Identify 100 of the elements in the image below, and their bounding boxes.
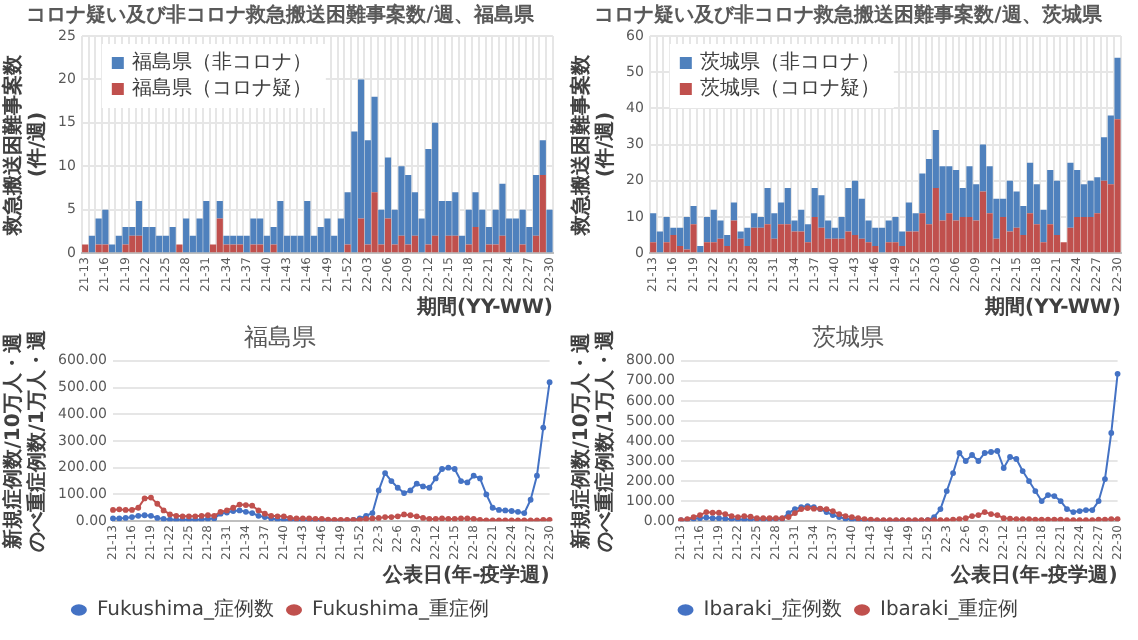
bar	[122, 227, 129, 245]
chart-title: コロナ疑い及び非コロナ救急搬送困難事案数/週、茨城県	[594, 3, 1104, 28]
bar	[717, 238, 724, 253]
bar	[162, 235, 170, 253]
bar	[878, 227, 886, 253]
bar	[203, 201, 210, 253]
bar	[290, 235, 297, 253]
bar	[703, 242, 711, 253]
bar	[892, 242, 899, 253]
bar	[472, 227, 479, 253]
bar	[670, 235, 677, 253]
bar	[485, 244, 493, 253]
bar	[216, 201, 223, 219]
legend-label: Fukushima_症例数	[96, 597, 275, 622]
bar	[784, 224, 791, 253]
bar	[149, 227, 156, 253]
bar	[499, 235, 506, 253]
y-axis-title: 救急搬送困難事案数(件/週)	[569, 52, 618, 237]
bar	[129, 235, 136, 253]
bar	[1074, 216, 1081, 253]
bar	[946, 213, 953, 253]
bar	[236, 244, 244, 253]
chart-title: 福島県	[244, 322, 316, 351]
bar	[697, 245, 704, 253]
legend-label: 茨城県（非コロナ）	[699, 50, 880, 75]
bar	[539, 140, 546, 175]
x-axis-title: 期間(YY-WW)	[983, 295, 1121, 320]
bar	[176, 244, 183, 253]
bar	[398, 166, 405, 236]
x-axis-title: 公表日(年-疫学週)	[381, 563, 550, 588]
bar	[1100, 180, 1108, 253]
bar	[764, 224, 771, 253]
bar	[156, 235, 163, 253]
legend-label: 福島県（コロナ疑）	[131, 76, 312, 101]
bar	[979, 191, 987, 253]
bar	[784, 187, 791, 225]
bar	[405, 244, 412, 253]
bar	[838, 238, 845, 253]
bar	[851, 180, 859, 236]
bar	[492, 244, 499, 253]
bar	[102, 209, 109, 245]
bar	[270, 244, 277, 253]
bar	[324, 218, 331, 253]
chart-title: コロナ疑い及び非コロナ救急搬送困難事案数/週、福島県	[26, 3, 536, 28]
bar	[885, 242, 892, 253]
bar	[845, 231, 852, 253]
bar	[1006, 180, 1013, 232]
bar	[122, 244, 129, 253]
bar	[905, 202, 913, 232]
bar	[277, 201, 284, 253]
bar	[952, 220, 960, 253]
legend-label: Fukushima_重症例	[312, 597, 490, 622]
y-axis-title: 新規症例数/10万人・週のべ重症例数/1万人・週	[569, 328, 618, 552]
bar	[519, 209, 526, 245]
bar	[858, 238, 865, 253]
bar	[1087, 180, 1094, 217]
bar	[959, 216, 966, 253]
bar	[250, 218, 257, 245]
bar	[905, 231, 913, 253]
bar	[432, 235, 439, 253]
bar	[1000, 216, 1007, 253]
bar	[710, 209, 717, 243]
legend-label: Ibaraki_症例数	[703, 597, 842, 622]
bar	[384, 218, 392, 253]
bar	[865, 242, 872, 253]
bar	[405, 174, 412, 245]
bar	[744, 227, 751, 246]
bar	[452, 235, 459, 253]
bar	[539, 174, 546, 253]
bar	[851, 235, 859, 253]
bar	[932, 187, 939, 253]
bar	[102, 244, 109, 253]
bar	[798, 231, 805, 253]
bar	[1026, 213, 1034, 253]
bar	[703, 216, 711, 243]
bar	[452, 192, 459, 236]
y-axis-title: 救急搬送困難事案数(件/週)	[1, 52, 50, 237]
bar	[344, 244, 351, 253]
bar	[115, 235, 122, 253]
bar	[663, 242, 670, 253]
bar	[811, 216, 818, 253]
x-axis-title: 公表日(年-疫学週)	[949, 563, 1118, 588]
bar	[946, 166, 953, 214]
bar	[95, 244, 102, 253]
bar	[411, 235, 419, 253]
bar	[751, 227, 758, 253]
bar	[892, 216, 899, 243]
bar	[257, 218, 264, 245]
bar	[95, 218, 102, 245]
bar	[952, 169, 960, 221]
bar	[230, 244, 237, 253]
bar	[1013, 227, 1020, 253]
bar	[398, 235, 405, 253]
bar	[109, 244, 116, 253]
bar	[831, 238, 838, 253]
bar	[966, 216, 973, 253]
bar	[169, 227, 176, 253]
bar	[135, 235, 143, 253]
x-axis-title: 期間(YY-WW)	[415, 295, 553, 320]
legend-label: 福島県（非コロナ）	[131, 50, 312, 75]
